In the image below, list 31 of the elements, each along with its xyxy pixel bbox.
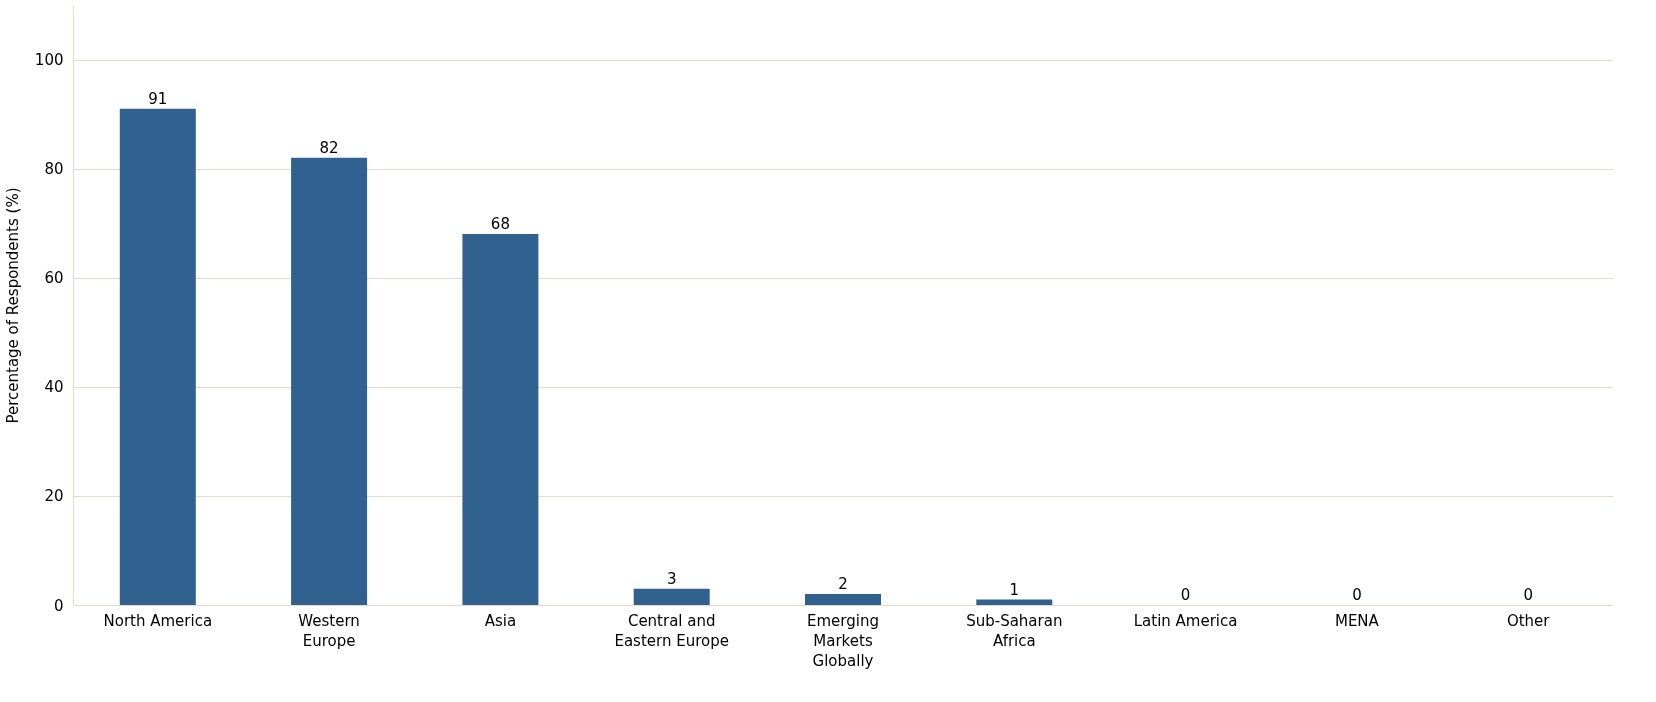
x-tick-label: Asia — [484, 611, 517, 630]
bar — [291, 157, 368, 605]
x-tick-label: North America — [103, 611, 213, 630]
bar — [462, 234, 539, 605]
y-tick-label: 20 — [44, 487, 64, 506]
y-tick-label: 80 — [44, 160, 64, 179]
data-label: 2 — [838, 575, 848, 594]
x-tick-label: Western Europe — [298, 611, 360, 650]
data-label: 68 — [490, 215, 510, 234]
data-label: 0 — [1523, 586, 1533, 604]
x-tick-label: Emerging Markets Globally — [807, 611, 879, 670]
bar — [976, 599, 1053, 605]
y-tick-label: 40 — [44, 378, 64, 397]
y-tick-label: 100 — [34, 51, 64, 70]
y-axis-title: Percentage of Respondents (%) — [3, 187, 22, 424]
x-tick-label: Sub-Saharan Africa — [966, 611, 1063, 650]
bar — [805, 594, 881, 605]
y-tick-label: 0 — [53, 596, 64, 615]
data-label: 0 — [1352, 586, 1362, 604]
data-label: 1 — [1009, 580, 1020, 599]
bar — [633, 588, 710, 605]
y-tick-label: 60 — [44, 269, 64, 288]
data-label: 0 — [1180, 586, 1191, 604]
data-label: 82 — [319, 138, 339, 157]
data-label: 91 — [148, 89, 168, 108]
x-tick-label: Latin America — [1133, 611, 1238, 630]
data-label: 3 — [666, 569, 677, 588]
bar — [119, 108, 196, 605]
x-tick-label: Other — [1506, 611, 1551, 630]
x-tick-label: Central and Eastern Europe — [614, 611, 729, 650]
x-tick-label: MENA — [1334, 611, 1380, 630]
